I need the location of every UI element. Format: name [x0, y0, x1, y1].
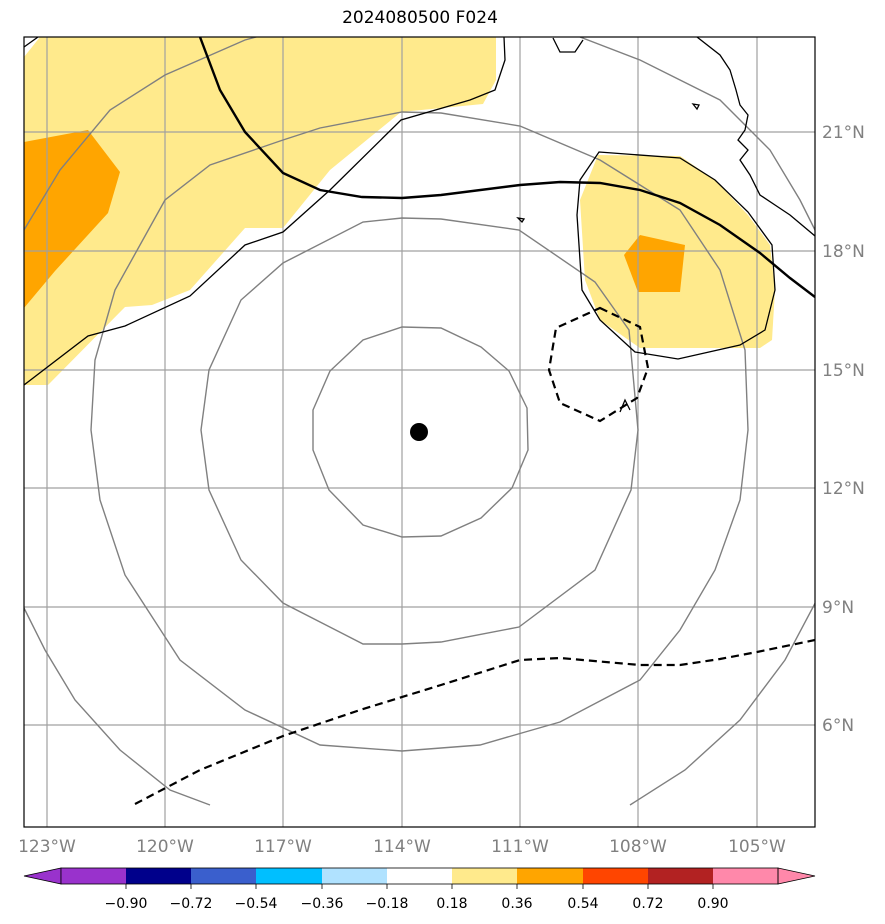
coastline [24, 37, 815, 413]
lon-label: 123°W [18, 837, 76, 857]
colorbar-tick-label: −0.72 [170, 896, 213, 912]
lon-label: 111°W [491, 837, 549, 857]
contour-dashed [134, 306, 815, 805]
map-plot-area [24, 37, 815, 827]
colorbar-segment [61, 868, 126, 884]
lon-label: 105°W [728, 837, 786, 857]
colorbar-tick-label: 0.36 [501, 896, 532, 912]
shade-orange-east [624, 235, 685, 292]
colorbar-frame [60, 867, 779, 885]
lat-label: 12°N [822, 479, 865, 499]
colorbar-segment [648, 868, 713, 884]
storm-center-marker [410, 423, 428, 441]
contour-solid [198, 37, 815, 298]
lon-axis-labels: 123°W 120°W 117°W 114°W 111°W 108°W 105°… [18, 837, 786, 857]
lat-label: 9°N [822, 598, 854, 618]
lat-label: 6°N [822, 716, 854, 736]
colorbar: −0.90 −0.72 −0.54 −0.36 −0.18 0.18 0.36 … [23, 867, 816, 912]
lon-label: 117°W [254, 837, 312, 857]
gridlines [24, 37, 815, 827]
lat-label: 21°N [822, 123, 865, 143]
shade-orange-west [24, 130, 120, 308]
colorbar-tick-label: 0.54 [567, 896, 598, 912]
colorbar-segment [387, 868, 452, 884]
colorbar-segment [256, 868, 322, 884]
lon-label: 114°W [373, 837, 431, 857]
colorbar-segment [583, 868, 648, 884]
colorbar-tick-label: 0.18 [436, 896, 467, 912]
colorbar-tick-label: −0.54 [235, 896, 278, 912]
colorbar-segment [517, 868, 583, 884]
lat-axis-labels: 21°N 18°N 15°N 12°N 9°N 6°N [822, 123, 865, 736]
map-title: 2024080500 F024 [342, 8, 498, 28]
colorbar-segment [452, 868, 517, 884]
colorbar-segment [191, 868, 256, 884]
colorbar-extend-low [23, 867, 62, 885]
colorbar-segment [322, 868, 387, 884]
colorbar-segment [713, 868, 778, 884]
colorbar-tick-label: −0.36 [301, 896, 344, 912]
colorbar-tick-label: −0.90 [105, 896, 148, 912]
lat-label: 18°N [822, 242, 865, 262]
colorbar-tick-label: −0.18 [366, 896, 409, 912]
map-frame [23, 36, 816, 828]
colorbar-tick-label: 0.72 [632, 896, 663, 912]
shade-yellow-west [24, 37, 496, 385]
colorbar-segment [126, 868, 191, 884]
lat-label: 15°N [822, 361, 865, 381]
lon-label: 108°W [609, 837, 667, 857]
lon-label: 120°W [136, 837, 194, 857]
colorbar-extend-high [777, 867, 816, 885]
colorbar-tick-label: 0.90 [697, 896, 728, 912]
